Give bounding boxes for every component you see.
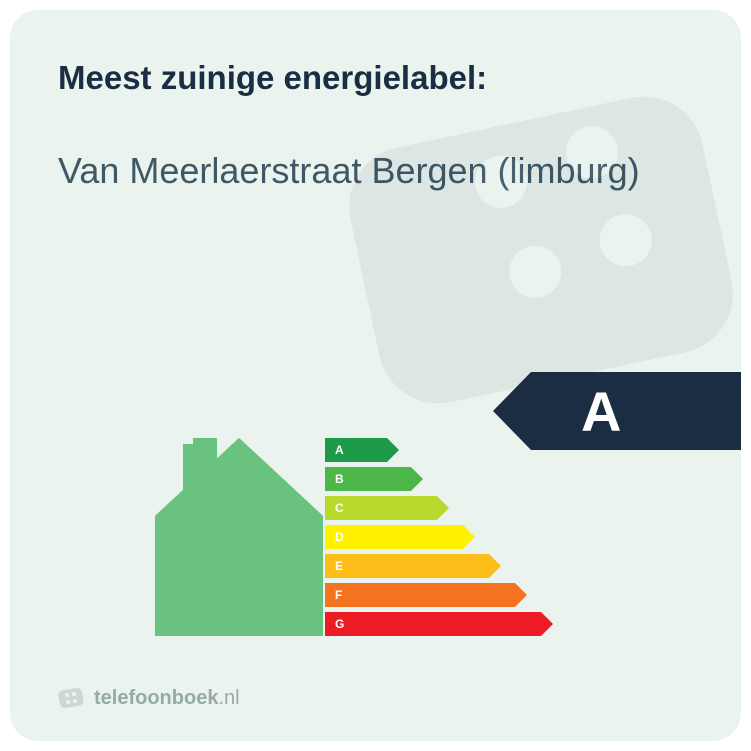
bar-letter: G (335, 617, 344, 631)
energy-bar-c: C (325, 496, 541, 520)
energy-bar-d: D (325, 525, 541, 549)
energy-bars: A B C D E F G (325, 438, 541, 636)
energy-bar-g: G (325, 612, 541, 636)
energy-bar-f: F (325, 583, 541, 607)
result-label: A (531, 372, 741, 450)
house-icon-overlay (155, 438, 323, 636)
energy-label-card: Meest zuinige energielabel: Van Meerlaer… (10, 10, 741, 741)
page-title: Meest zuinige energielabel: (58, 58, 693, 98)
bar-letter: D (335, 530, 344, 544)
brand-icon (58, 685, 84, 711)
result-letter: A (581, 379, 621, 444)
brand-text: telefoonboek.nl (94, 687, 240, 710)
bar-letter: B (335, 472, 344, 486)
energy-bar-e: E (325, 554, 541, 578)
bar-letter: A (335, 443, 344, 457)
bar-letter: F (335, 588, 342, 602)
bar-letter: C (335, 501, 344, 515)
energy-bar-b: B (325, 467, 541, 491)
location-text: Van Meerlaerstraat Bergen (limburg) (58, 148, 693, 193)
footer-brand: telefoonboek.nl (58, 685, 240, 711)
bar-letter: E (335, 559, 343, 573)
